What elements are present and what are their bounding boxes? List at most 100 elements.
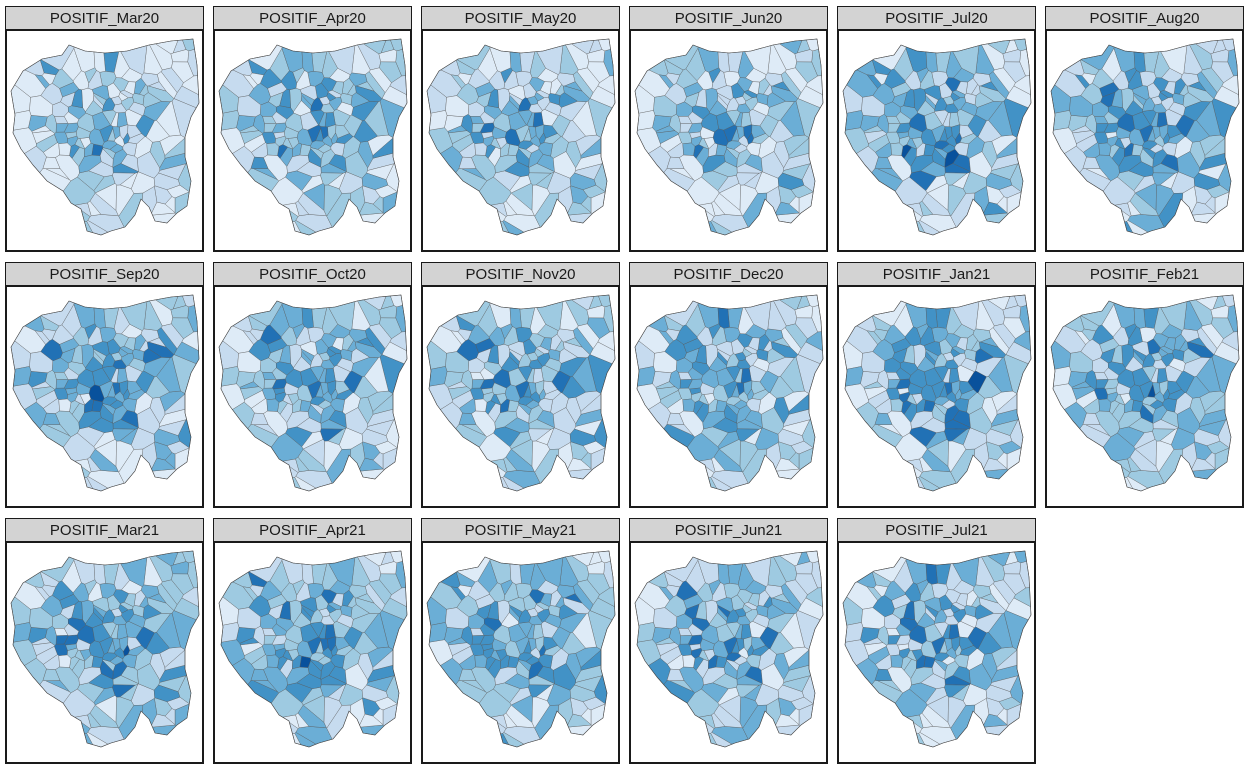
map-panel: POSITIF_Jul21 — [837, 518, 1036, 764]
district-region — [716, 111, 735, 131]
district-region — [692, 361, 711, 376]
district-region — [1116, 126, 1131, 139]
district-region — [872, 339, 895, 362]
district-region — [135, 114, 155, 138]
district-region — [752, 357, 770, 372]
district-region — [509, 307, 522, 329]
district-region — [919, 200, 934, 216]
district-region — [518, 609, 532, 624]
district-region — [271, 111, 288, 124]
district-region — [295, 200, 310, 216]
district-region — [1103, 111, 1120, 124]
district-region — [92, 367, 111, 387]
district-region — [934, 609, 948, 624]
district-region — [135, 370, 155, 394]
district-region — [845, 366, 864, 387]
district-region — [296, 673, 322, 689]
district-region — [528, 126, 537, 140]
district-region — [967, 626, 987, 650]
district-region — [76, 638, 91, 651]
map-area — [421, 30, 620, 252]
district-region — [538, 654, 553, 669]
district-region — [747, 81, 760, 95]
district-region — [948, 624, 960, 640]
district-region — [711, 582, 727, 602]
district-region — [127, 124, 142, 139]
district-region — [1081, 328, 1097, 342]
district-region — [240, 130, 263, 144]
district-region — [920, 673, 946, 689]
district-region — [503, 712, 518, 728]
district-region — [336, 357, 354, 372]
district-region — [705, 210, 715, 223]
district-region — [900, 617, 919, 632]
city-outline — [842, 294, 1032, 492]
district-region — [864, 386, 887, 400]
district-region — [1168, 101, 1186, 116]
district-region — [1082, 156, 1101, 169]
district-region — [758, 333, 770, 351]
district-region — [296, 417, 322, 433]
map-panel: POSITIF_Feb21 — [1045, 262, 1244, 508]
district-region — [712, 673, 738, 689]
district-region — [716, 623, 735, 643]
district-region — [751, 124, 766, 139]
city-outline — [634, 550, 824, 748]
district-region — [342, 77, 354, 95]
district-region — [88, 161, 114, 177]
city-outline — [842, 38, 1032, 236]
district-region — [712, 161, 738, 177]
district-region — [1053, 366, 1072, 387]
district-region — [572, 612, 597, 649]
district-region — [872, 83, 895, 106]
city-outline — [426, 294, 616, 492]
district-region — [1204, 196, 1216, 213]
city-outline — [10, 38, 200, 236]
district-region — [1121, 210, 1131, 223]
district-region — [1204, 452, 1216, 469]
panel-title: POSITIF_Apr20 — [213, 6, 412, 30]
map-area — [213, 286, 412, 508]
district-region — [87, 712, 102, 728]
district-region — [63, 623, 80, 636]
district-region — [237, 95, 261, 117]
district-region — [726, 353, 740, 368]
district-region — [320, 382, 329, 396]
district-region — [1128, 417, 1154, 433]
panel-title: POSITIF_Apr21 — [213, 518, 412, 542]
district-region — [120, 602, 134, 610]
district-region — [580, 452, 592, 469]
map-panel: POSITIF_Mar20 — [5, 6, 204, 252]
district-region — [934, 97, 948, 112]
district-region — [1162, 398, 1177, 413]
map-area — [629, 30, 828, 252]
district-region — [474, 654, 488, 668]
district-region — [250, 156, 269, 169]
district-region — [637, 366, 656, 387]
district-region — [759, 370, 779, 394]
district-region — [550, 77, 562, 95]
district-region — [295, 582, 311, 602]
district-region — [128, 101, 146, 116]
district-region — [29, 95, 53, 117]
district-region — [1127, 200, 1142, 216]
district-region — [996, 196, 1008, 213]
district-region — [123, 337, 136, 351]
district-region — [221, 622, 240, 643]
district-region — [960, 613, 978, 628]
map-panel: POSITIF_Jun21 — [629, 518, 828, 764]
district-region — [572, 356, 597, 393]
district-region — [102, 609, 116, 624]
district-region — [32, 386, 55, 400]
panel-title: POSITIF_Dec20 — [629, 262, 828, 286]
district-region — [780, 356, 805, 393]
district-region — [250, 412, 269, 425]
city-outline — [426, 38, 616, 236]
district-region — [87, 70, 103, 90]
district-region — [873, 328, 889, 342]
district-region — [1053, 110, 1072, 131]
district-region — [666, 668, 685, 681]
district-region — [1080, 83, 1103, 106]
district-region — [967, 114, 987, 138]
map-area — [629, 542, 828, 764]
